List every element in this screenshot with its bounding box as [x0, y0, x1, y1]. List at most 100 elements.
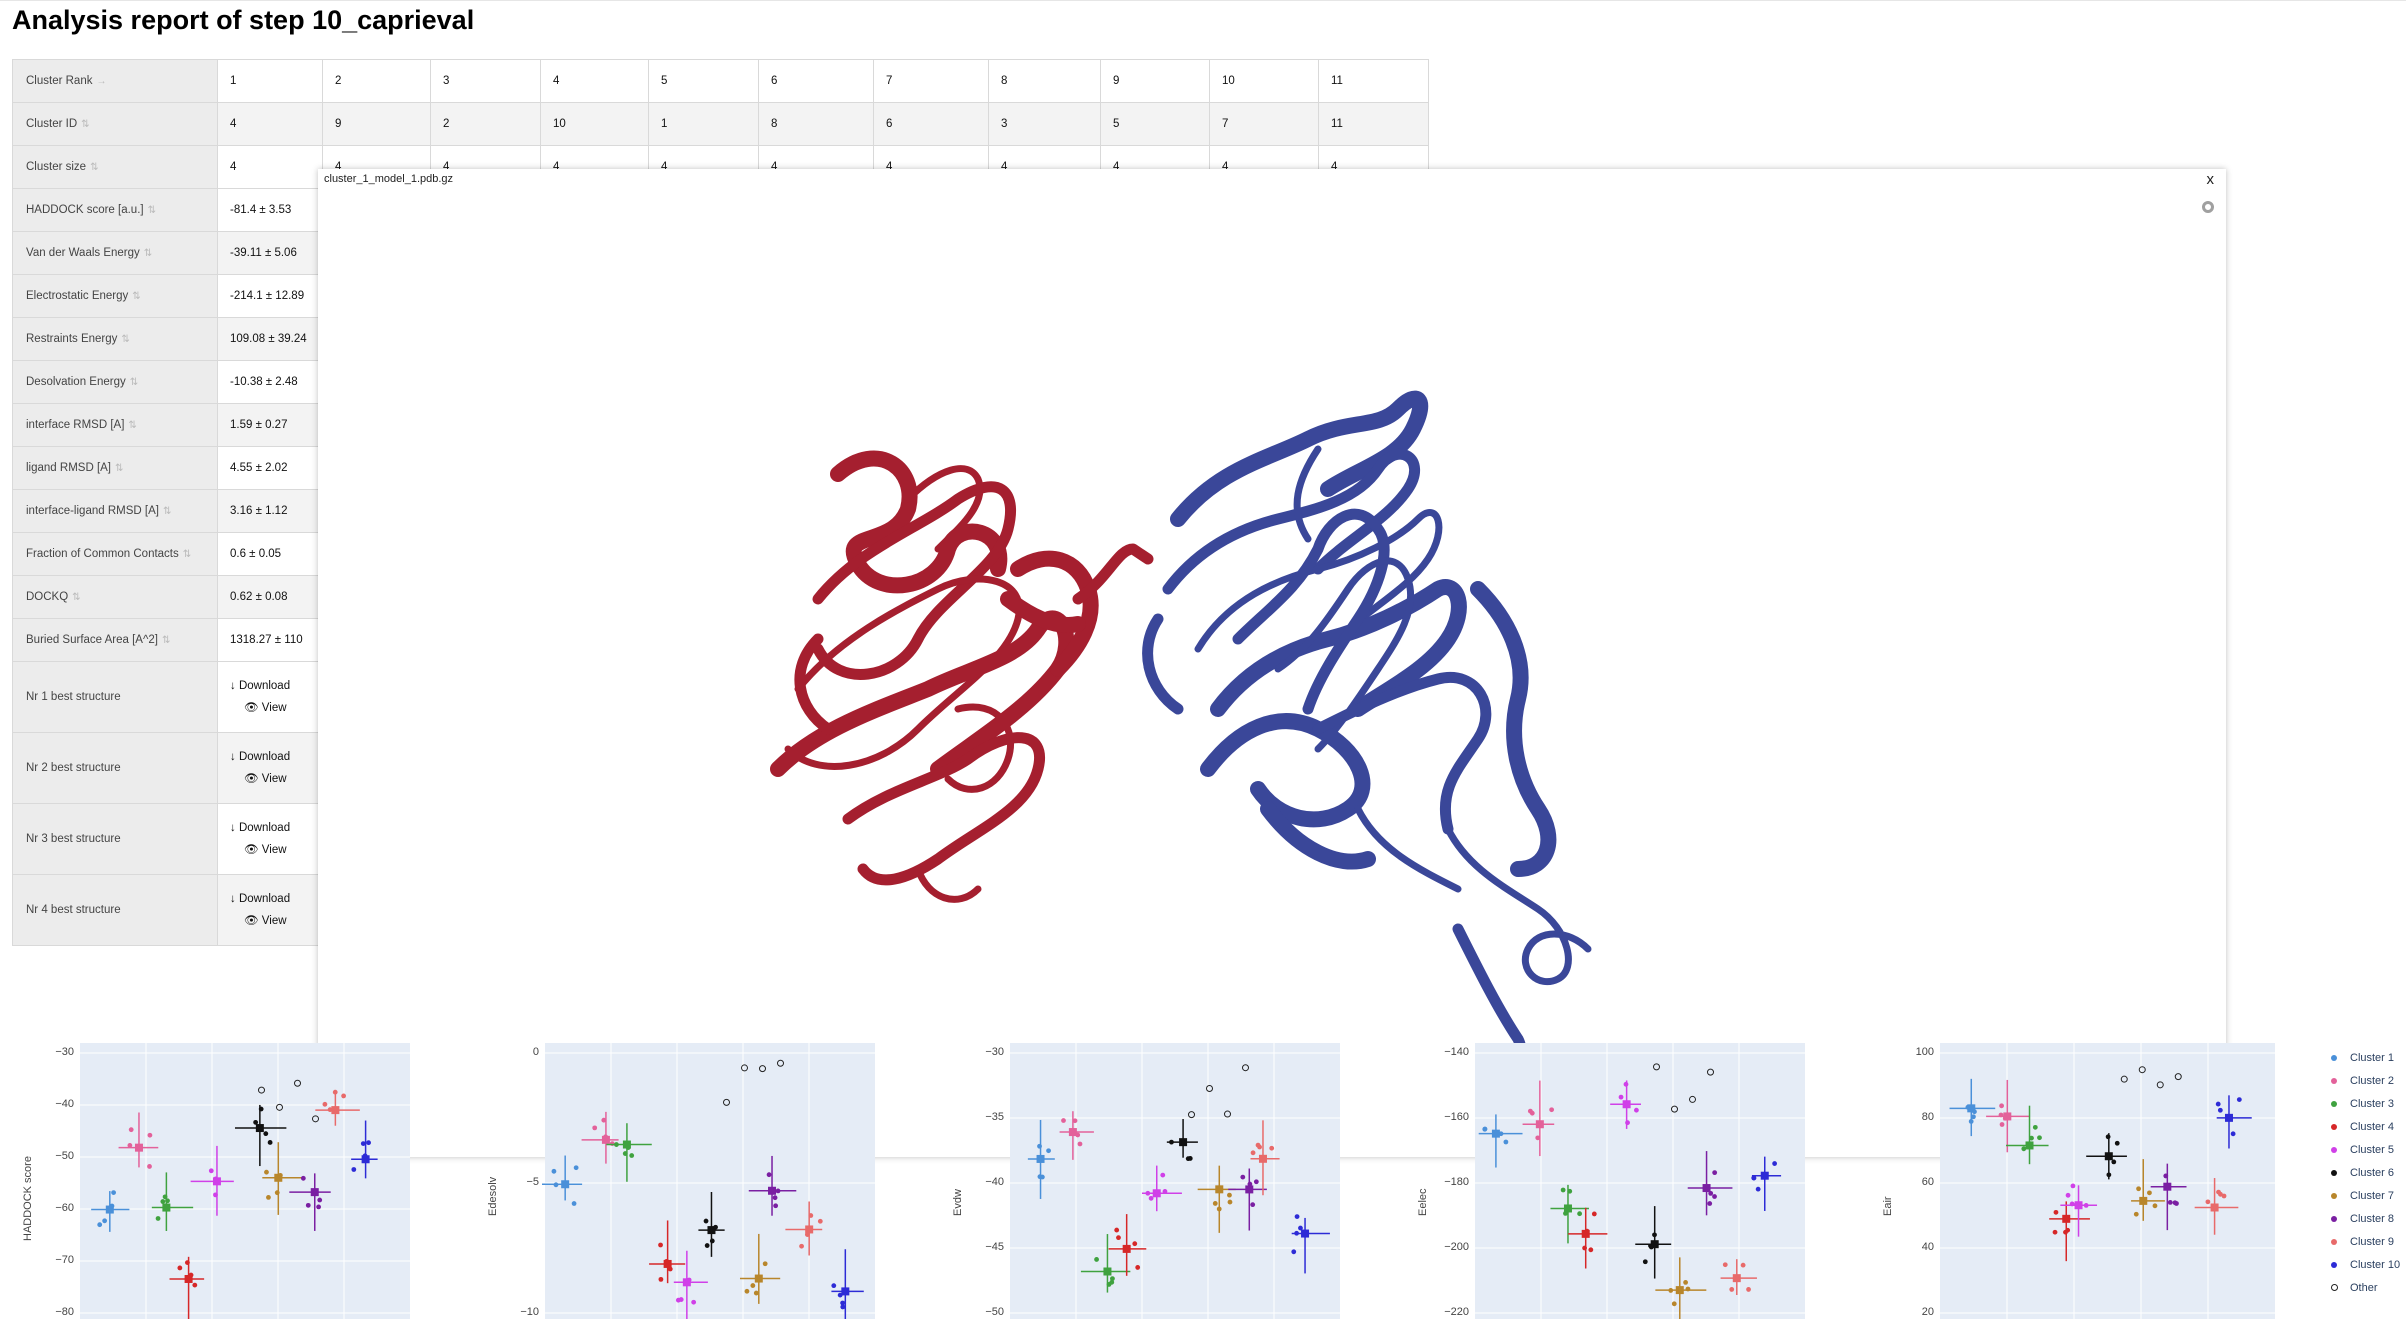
- sort-icon[interactable]: ⇅: [90, 162, 99, 173]
- model-point[interactable]: [1671, 1301, 1677, 1307]
- model-point[interactable]: [1642, 1259, 1648, 1265]
- model-point[interactable]: [1746, 1287, 1751, 1292]
- model-point[interactable]: [1247, 1181, 1253, 1187]
- cluster-mean-marker[interactable]: [274, 1173, 283, 1182]
- model-point[interactable]: [1132, 1241, 1138, 1247]
- model-point[interactable]: [1729, 1287, 1735, 1292]
- cluster-mean-marker[interactable]: [2062, 1214, 2071, 1223]
- other-point[interactable]: [2156, 1081, 2164, 1089]
- model-point[interactable]: [762, 1261, 768, 1267]
- model-point[interactable]: [1577, 1211, 1583, 1217]
- model-point[interactable]: [753, 1290, 759, 1296]
- other-point[interactable]: [1224, 1110, 1231, 1118]
- model-point[interactable]: [341, 1093, 347, 1099]
- model-point[interactable]: [2032, 1124, 2038, 1130]
- model-point[interactable]: [1148, 1195, 1154, 1201]
- model-point[interactable]: [775, 1188, 781, 1194]
- sort-icon[interactable]: ⇅: [143, 248, 153, 259]
- cluster-mean-marker[interactable]: [1245, 1185, 1254, 1194]
- model-point[interactable]: [703, 1218, 709, 1224]
- model-point[interactable]: [1652, 1232, 1657, 1238]
- model-point[interactable]: [1106, 1282, 1112, 1287]
- sort-icon[interactable]: ⇅: [128, 420, 137, 431]
- model-point[interactable]: [808, 1213, 814, 1218]
- cluster-mean-marker[interactable]: [134, 1143, 143, 1152]
- model-point[interactable]: [2053, 1209, 2059, 1215]
- model-point[interactable]: [277, 1173, 283, 1178]
- cluster-id-header[interactable]: Cluster ID ⇅: [12, 102, 218, 146]
- legend-item[interactable]: Cluster 3: [2326, 1092, 2400, 1115]
- model-point[interactable]: [267, 1140, 273, 1145]
- model-point[interactable]: [1114, 1227, 1120, 1233]
- model-point[interactable]: [625, 1145, 631, 1151]
- model-point[interactable]: [1187, 1156, 1193, 1161]
- model-point[interactable]: [601, 1117, 607, 1123]
- model-point[interactable]: [1712, 1170, 1718, 1176]
- cluster-mean-marker[interactable]: [1563, 1204, 1572, 1213]
- other-point[interactable]: [2174, 1073, 2182, 1081]
- model-point[interactable]: [2172, 1200, 2178, 1206]
- metric-header[interactable]: HADDOCK score [a.u.] ⇅: [12, 188, 218, 232]
- cluster-mean-marker[interactable]: [162, 1203, 171, 1212]
- model-point[interactable]: [2083, 1202, 2089, 1208]
- cluster-mean-marker[interactable]: [1491, 1129, 1500, 1138]
- model-point[interactable]: [1529, 1110, 1535, 1116]
- other-point[interactable]: [258, 1086, 265, 1094]
- model-point[interactable]: [1135, 1265, 1141, 1270]
- legend-item[interactable]: Cluster 2: [2326, 1069, 2400, 1092]
- sort-icon[interactable]: ⇅: [72, 592, 81, 603]
- cluster-mean-marker[interactable]: [1301, 1229, 1310, 1238]
- other-point[interactable]: [276, 1103, 283, 1111]
- model-point[interactable]: [804, 1232, 810, 1238]
- scatter-plot[interactable]: [1475, 1043, 1805, 1319]
- cluster-mean-marker[interactable]: [331, 1106, 340, 1115]
- sort-icon[interactable]: ⇅: [129, 377, 139, 388]
- model-point[interactable]: [165, 1198, 170, 1204]
- sort-icon[interactable]: ⇅: [182, 549, 192, 560]
- legend-item[interactable]: Cluster 8: [2326, 1207, 2400, 1230]
- other-point[interactable]: [1671, 1105, 1678, 1113]
- model-point[interactable]: [1772, 1161, 1778, 1166]
- model-point[interactable]: [1077, 1141, 1083, 1147]
- model-point[interactable]: [1291, 1249, 1297, 1255]
- model-point[interactable]: [1535, 1135, 1541, 1141]
- view-link[interactable]: 👁 View: [230, 697, 310, 719]
- cluster-mean-marker[interactable]: [2224, 1113, 2233, 1122]
- other-point[interactable]: [1707, 1068, 1714, 1076]
- model-point[interactable]: [1145, 1190, 1151, 1196]
- model-point[interactable]: [1722, 1262, 1728, 1268]
- sort-icon[interactable]: ⇅: [121, 334, 130, 345]
- model-point[interactable]: [1046, 1148, 1051, 1154]
- other-point[interactable]: [2138, 1066, 2146, 1074]
- cluster-mean-marker[interactable]: [1036, 1154, 1045, 1163]
- model-point[interactable]: [185, 1260, 190, 1265]
- model-point[interactable]: [1625, 1120, 1630, 1126]
- cluster-mean-marker[interactable]: [1967, 1104, 1976, 1113]
- model-point[interactable]: [97, 1222, 103, 1228]
- model-point[interactable]: [1584, 1228, 1590, 1234]
- model-point[interactable]: [192, 1282, 198, 1288]
- cluster-mean-marker[interactable]: [1103, 1267, 1112, 1276]
- model-point[interactable]: [1269, 1145, 1275, 1151]
- model-point[interactable]: [1253, 1179, 1259, 1185]
- model-point[interactable]: [1294, 1230, 1300, 1236]
- metric-header[interactable]: interface-ligand RMSD [A] ⇅: [12, 489, 218, 533]
- other-point[interactable]: [312, 1115, 319, 1123]
- legend-item[interactable]: Cluster 9: [2326, 1230, 2400, 1253]
- metric-header[interactable]: Electrostatic Energy ⇅: [12, 274, 218, 318]
- model-point[interactable]: [1116, 1235, 1121, 1241]
- model-point[interactable]: [258, 1106, 264, 1112]
- model-point[interactable]: [1072, 1118, 1078, 1124]
- view-link[interactable]: 👁 View: [230, 768, 310, 790]
- cluster-mean-marker[interactable]: [361, 1155, 370, 1164]
- model-point[interactable]: [111, 1190, 116, 1196]
- model-point[interactable]: [316, 1204, 321, 1210]
- metric-header[interactable]: Buried Surface Area [A^2] ⇅: [12, 618, 218, 662]
- model-point[interactable]: [2106, 1172, 2112, 1178]
- other-point[interactable]: [1689, 1095, 1696, 1103]
- cluster-mean-marker[interactable]: [1675, 1286, 1684, 1295]
- download-link[interactable]: ↓ Download: [230, 893, 291, 905]
- model-point[interactable]: [102, 1218, 108, 1224]
- cluster-mean-marker[interactable]: [805, 1225, 814, 1234]
- cluster-mean-marker[interactable]: [2104, 1152, 2113, 1161]
